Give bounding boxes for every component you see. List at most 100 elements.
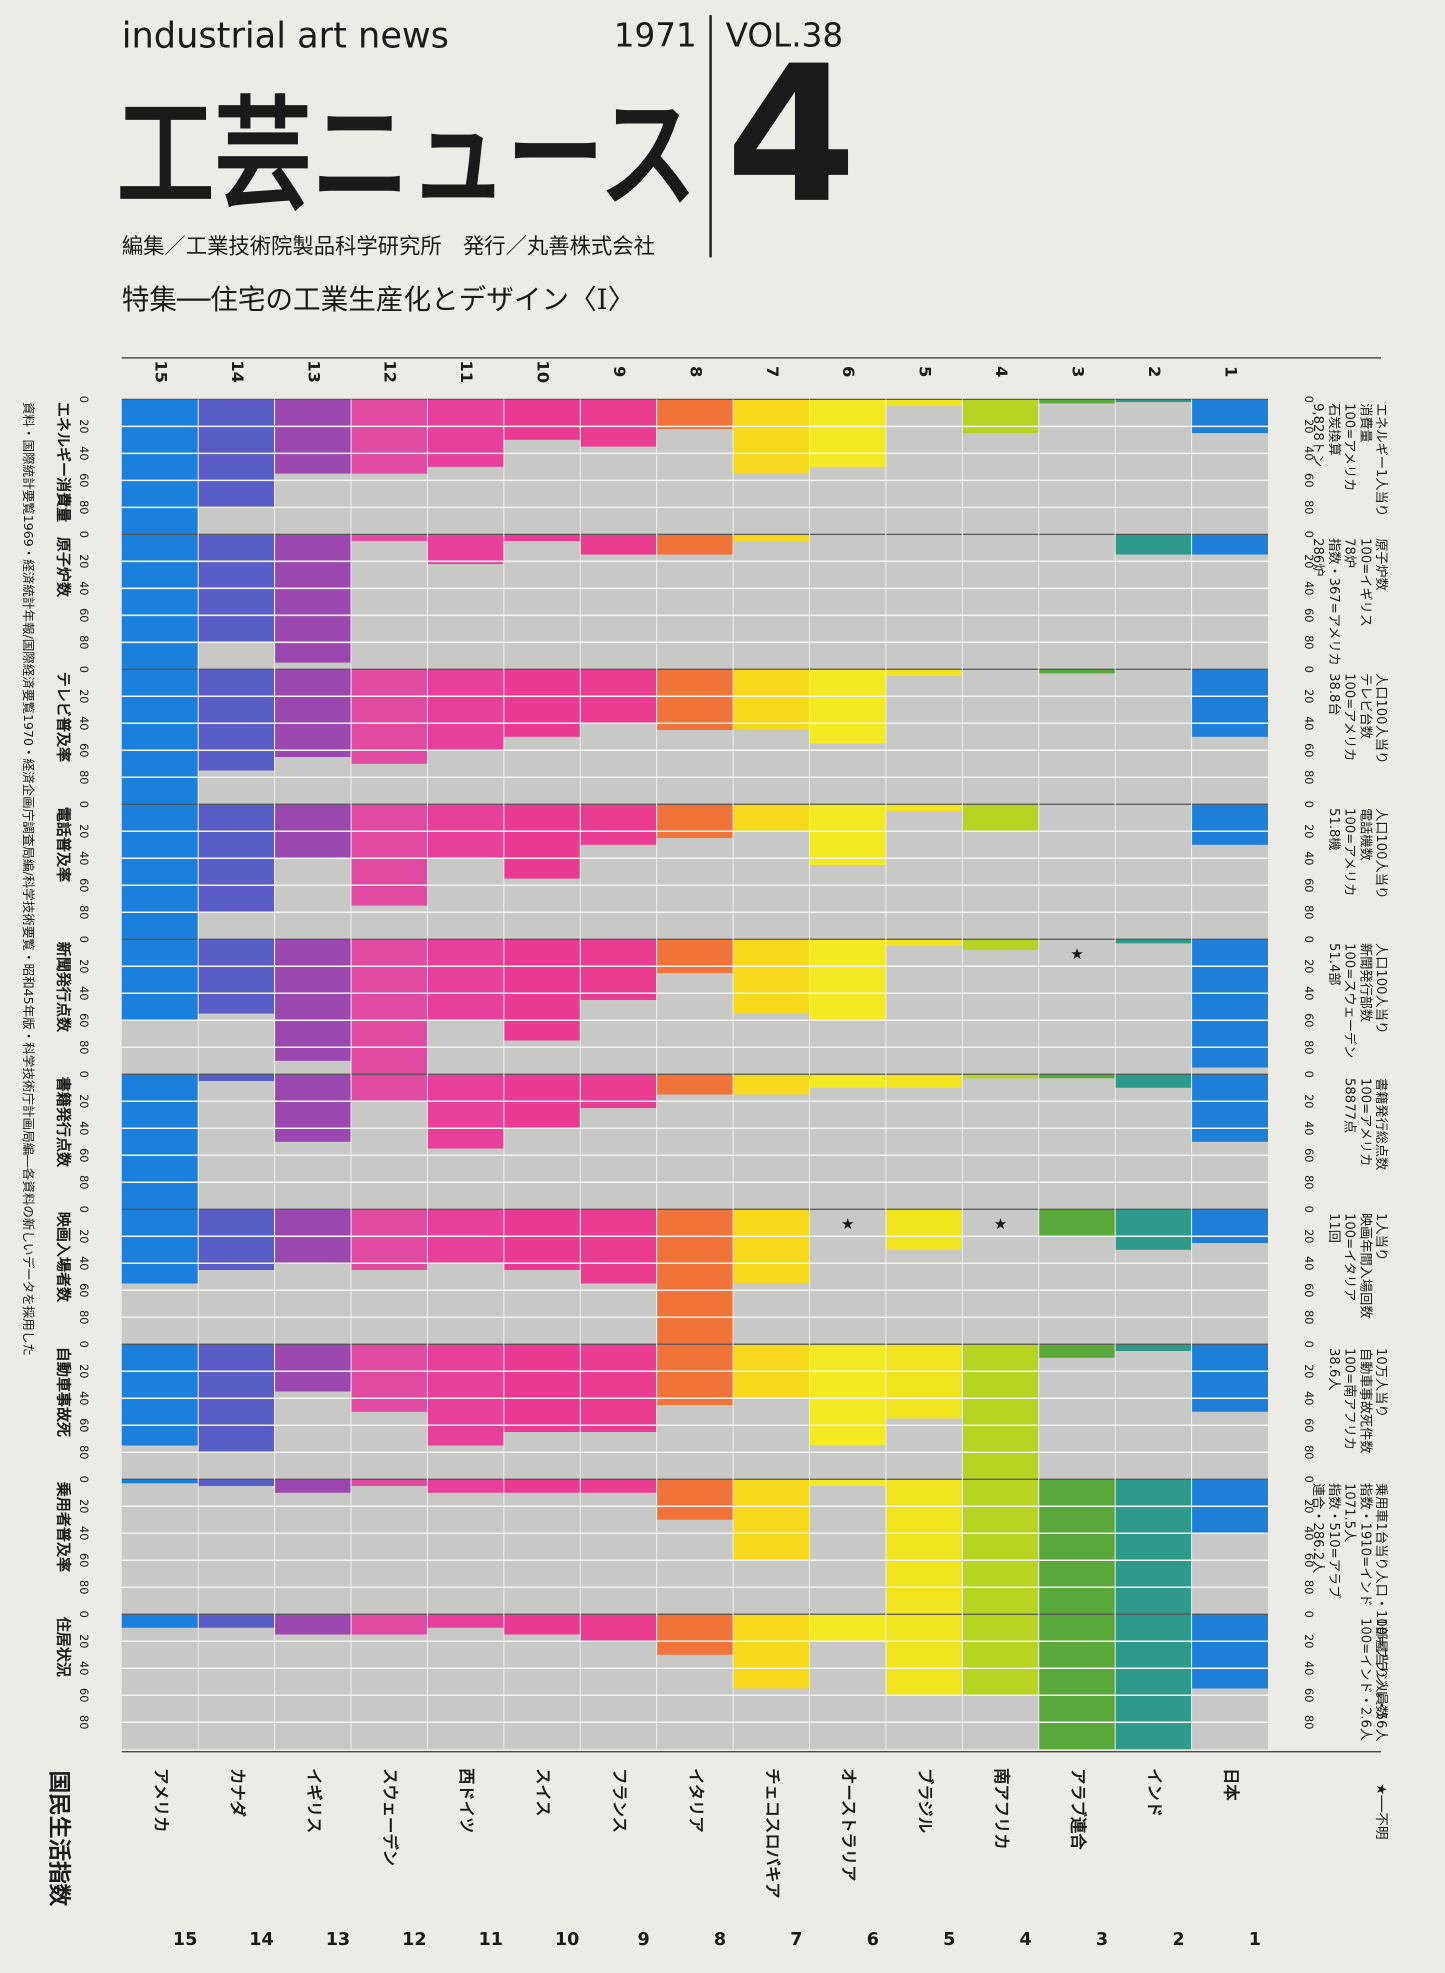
column-number-top: 5 (916, 366, 935, 377)
indicator-note: 指数・367=アメリカ (1326, 538, 1342, 666)
y-tick-label: 20 (1302, 689, 1315, 703)
y-tick-label: 20 (77, 1364, 90, 1378)
y-tick-label: 20 (1302, 959, 1315, 973)
indicator-name: 新聞発行点数 (54, 942, 72, 1033)
country-name: インド (1145, 1768, 1164, 1817)
bar (1191, 669, 1268, 737)
y-tick-label: 20 (77, 689, 90, 703)
y-tick-label: 20 (77, 824, 90, 838)
bar (503, 534, 581, 542)
bar (198, 1614, 275, 1628)
bar (1191, 939, 1268, 1068)
bar (1191, 804, 1268, 845)
indicator-note: 石炭換算 (1326, 403, 1342, 456)
y-tick-label: 40 (77, 716, 90, 730)
y-tick-label: 0 (77, 801, 90, 808)
y-tick-label: 0 (77, 531, 90, 538)
bar (351, 1074, 428, 1102)
y-tick-label: 40 (77, 1256, 90, 1270)
bar (962, 399, 1039, 434)
column-number-bottom: 14 (249, 1930, 273, 1950)
y-tick-label: 40 (77, 1526, 90, 1540)
bar (1191, 1074, 1268, 1142)
y-tick-label: 60 (77, 473, 90, 487)
bar (274, 1344, 352, 1392)
y-tick-label: 0 (1302, 531, 1315, 538)
unknown-marker: ★ (841, 1215, 854, 1233)
bar (809, 399, 886, 467)
y-tick-label: 0 (77, 1071, 90, 1078)
column-number-top: 9 (610, 366, 629, 377)
y-tick-label: 80 (1302, 1040, 1315, 1054)
indicator-note: 38.8台 (1326, 673, 1342, 716)
column-number-bottom: 10 (555, 1930, 579, 1950)
indicator-note: 11回 (1326, 1213, 1341, 1243)
bar (1115, 1209, 1192, 1250)
column-number-top: 4 (992, 366, 1011, 377)
bar (1038, 1074, 1116, 1079)
bar (656, 399, 734, 430)
y-tick-label: 80 (77, 905, 90, 919)
bar (121, 534, 199, 670)
bar (733, 939, 810, 1014)
y-tick-label: 40 (1302, 1526, 1315, 1540)
country-name: 日本 (1221, 1768, 1240, 1801)
magazine-title: 工芸ニュース (117, 85, 697, 225)
indicator-name: 自動車事故死 (54, 1347, 72, 1437)
y-tick-label: 0 (1302, 1206, 1315, 1213)
y-tick-label: 60 (1302, 1553, 1315, 1567)
column-number-bottom: 1 (1249, 1930, 1261, 1950)
y-tick-label: 60 (77, 1013, 90, 1027)
y-tick-label: 0 (1302, 1341, 1315, 1348)
column-number-top: 10 (534, 360, 553, 383)
bar (580, 1614, 657, 1642)
bar (1191, 1344, 1268, 1412)
bar (733, 1479, 810, 1561)
bar (351, 1614, 428, 1635)
bar (885, 399, 963, 407)
bar (427, 1344, 504, 1446)
indicator-note: 自動車事故死件数 (1357, 1348, 1373, 1453)
bar (1191, 1209, 1268, 1244)
bar (885, 1074, 963, 1088)
column-number-top: 8 (686, 366, 705, 377)
y-tick-label: 80 (77, 1715, 90, 1729)
country-name: スウェーデン (381, 1768, 400, 1866)
y-tick-label: 0 (1302, 801, 1315, 808)
bar (733, 1209, 810, 1284)
bar (580, 399, 657, 447)
indicator-note: 100=イタリア (1342, 1213, 1358, 1301)
y-tick-label: 60 (77, 1283, 90, 1297)
bar (351, 1209, 428, 1271)
indicator-note: 人口100人当り (1373, 943, 1389, 1034)
bar (656, 1479, 734, 1520)
feature-title: 特集──住宅の工業生産化とデザイン〈I〉 (122, 283, 635, 316)
bar (809, 669, 886, 744)
bar (733, 399, 810, 474)
bar (809, 939, 886, 1021)
indicator-note: 100=アメリカ (1342, 808, 1357, 896)
legend: ★──不明 (1373, 1783, 1389, 1840)
y-tick-label: 60 (1302, 1688, 1315, 1702)
column-number-bottom: 9 (637, 1930, 649, 1950)
bar (1115, 1614, 1192, 1750)
bar (198, 1479, 275, 1487)
bar (809, 1614, 886, 1642)
indicator-note: 人口100人当り (1373, 808, 1389, 899)
bar (1115, 939, 1192, 944)
indicator-note: 51.8機 (1326, 808, 1342, 851)
indicator-note: 連合・286.2人 (1310, 1483, 1326, 1573)
indicator-note: 51.4部 (1326, 943, 1342, 986)
bar (580, 939, 657, 1001)
bar (1038, 1479, 1116, 1615)
indicator-name: テレビ普及率 (54, 672, 72, 762)
y-tick-label: 80 (1302, 905, 1315, 919)
bar (1115, 1344, 1192, 1352)
bar (503, 939, 581, 1041)
bar (198, 939, 275, 1014)
bar (580, 804, 657, 845)
bar (503, 399, 581, 440)
country-name: 南アフリカ (992, 1768, 1011, 1850)
bar (427, 534, 504, 565)
